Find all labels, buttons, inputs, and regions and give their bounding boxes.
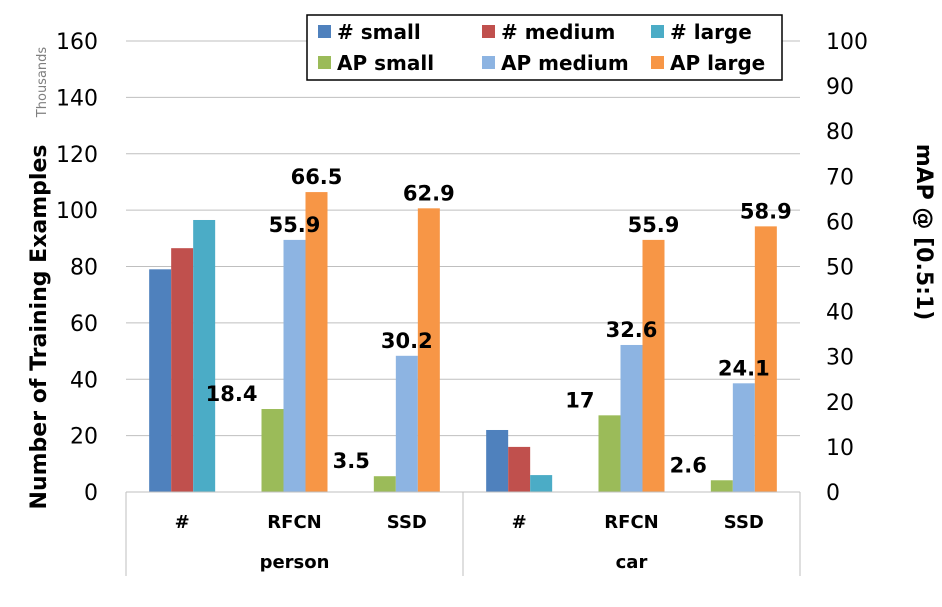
bar-car-count-large <box>530 475 553 492</box>
data-label-person-ssd-ap-large: 62.9 <box>403 181 455 205</box>
legend-label-count-large: # large <box>670 20 752 44</box>
category-label-car-rfcn: RFCN <box>604 512 658 533</box>
data-label-person-rfcn-ap-large: 66.5 <box>291 165 343 189</box>
bar-car-rfcn-ap-medium <box>620 344 643 492</box>
group-label-car: car <box>616 552 648 573</box>
bar-person-count-medium <box>171 248 194 492</box>
right-tick-label: 10 <box>826 436 854 461</box>
data-label-car-rfcn-ap-small: 17 <box>565 388 594 412</box>
data-label-car-ssd-ap-small: 2.6 <box>670 453 707 477</box>
left-tick-label: 140 <box>56 86 98 111</box>
bar-car-ssd-ap-medium <box>732 383 755 492</box>
right-tick-label: 100 <box>826 30 868 55</box>
bar-person-ssd-ap-large <box>417 208 440 493</box>
bar-person-rfcn-ap-medium <box>283 239 306 492</box>
group-label-person: person <box>260 552 330 573</box>
right-tick-label: 40 <box>826 301 854 326</box>
bar-person-count-large <box>193 219 216 492</box>
left-axis-units: Thousands <box>35 47 50 119</box>
left-tick-label: 40 <box>70 368 98 393</box>
right-tick-label: 60 <box>826 210 854 235</box>
bar-car-ssd-ap-large <box>754 226 777 492</box>
data-label-car-rfcn-ap-medium: 32.6 <box>606 318 658 342</box>
bar-person-ssd-ap-small <box>373 476 396 492</box>
data-label-person-ssd-ap-small: 3.5 <box>333 449 370 473</box>
left-tick-label: 0 <box>84 481 98 506</box>
legend-label-count-medium: # medium <box>501 20 615 44</box>
right-tick-label: 70 <box>826 165 854 190</box>
left-axis-title: Number of Training Examples <box>27 145 52 510</box>
bar-person-count-small <box>149 269 172 492</box>
data-label-car-ssd-ap-medium: 24.1 <box>718 356 770 380</box>
bar-car-ssd-ap-small <box>710 480 733 492</box>
data-label-person-rfcn-ap-medium: 55.9 <box>269 213 321 237</box>
data-label-car-rfcn-ap-large: 55.9 <box>628 213 680 237</box>
legend-swatch-ap-medium <box>482 56 495 69</box>
legend-label-ap-medium: AP medium <box>501 51 629 75</box>
legend-swatch-ap-small <box>318 56 331 69</box>
legend-frame <box>306 14 783 81</box>
bar-person-rfcn-ap-large <box>305 192 328 492</box>
bar-person-ssd-ap-medium <box>395 355 418 492</box>
right-tick-label: 50 <box>826 256 854 281</box>
right-tick-label: 0 <box>826 481 840 506</box>
left-tick-label: 80 <box>70 256 98 281</box>
legend-swatch-ap-large <box>651 56 664 69</box>
left-tick-label: 120 <box>56 143 98 168</box>
left-tick-label: 60 <box>70 312 98 337</box>
right-tick-label: 30 <box>826 346 854 371</box>
category-label-person-rfcn: RFCN <box>267 512 321 533</box>
bar-car-rfcn-ap-large <box>642 239 665 492</box>
right-axis-ticks: 0 10 20 30 40 50 60 70 80 90 100 <box>826 30 868 506</box>
left-tick-label: 160 <box>56 30 98 55</box>
bar-car-rfcn-ap-small <box>598 415 621 492</box>
data-label-car-ssd-ap-large: 58.9 <box>740 199 792 223</box>
left-axis-ticks: 0 20 40 60 80 100 120 140 160 <box>56 30 98 506</box>
right-axis-title: mAP @ [0.5:1) <box>911 144 936 321</box>
legend-label-ap-large: AP large <box>670 51 765 75</box>
category-label-car-ssd: SSD <box>724 512 764 533</box>
category-label-person-ssd: SSD <box>387 512 427 533</box>
legend-swatch-count-large <box>651 25 664 38</box>
legend-swatch-count-small <box>318 25 331 38</box>
bars <box>149 192 777 493</box>
left-tick-label: 20 <box>70 425 98 450</box>
category-label-car-count: # <box>512 512 527 533</box>
legend-label-ap-small: AP small <box>337 51 434 75</box>
data-labels: 18.4 55.9 66.5 3.5 30.2 62.9 17 32.6 55.9 2.6 24.1… <box>206 165 792 477</box>
data-label-person-rfcn-ap-small: 18.4 <box>206 382 258 406</box>
right-tick-label: 20 <box>826 391 854 416</box>
legend-swatch-count-medium <box>482 25 495 38</box>
bar-car-count-medium <box>508 446 531 492</box>
category-axis: # RFCN SSD person # RFCN SSD car <box>125 491 801 576</box>
bar-person-rfcn-ap-small <box>261 409 284 492</box>
category-label-person-count: # <box>175 512 190 533</box>
data-label-person-ssd-ap-medium: 30.2 <box>381 329 433 353</box>
right-tick-label: 90 <box>826 75 854 100</box>
bar-car-count-small <box>486 429 509 492</box>
left-tick-label: 100 <box>56 199 98 224</box>
legend-label-count-small: # small <box>337 20 421 44</box>
legend: # small # medium # large AP small AP medium A… <box>306 14 783 81</box>
right-tick-label: 80 <box>826 120 854 145</box>
gridlines <box>126 40 800 437</box>
